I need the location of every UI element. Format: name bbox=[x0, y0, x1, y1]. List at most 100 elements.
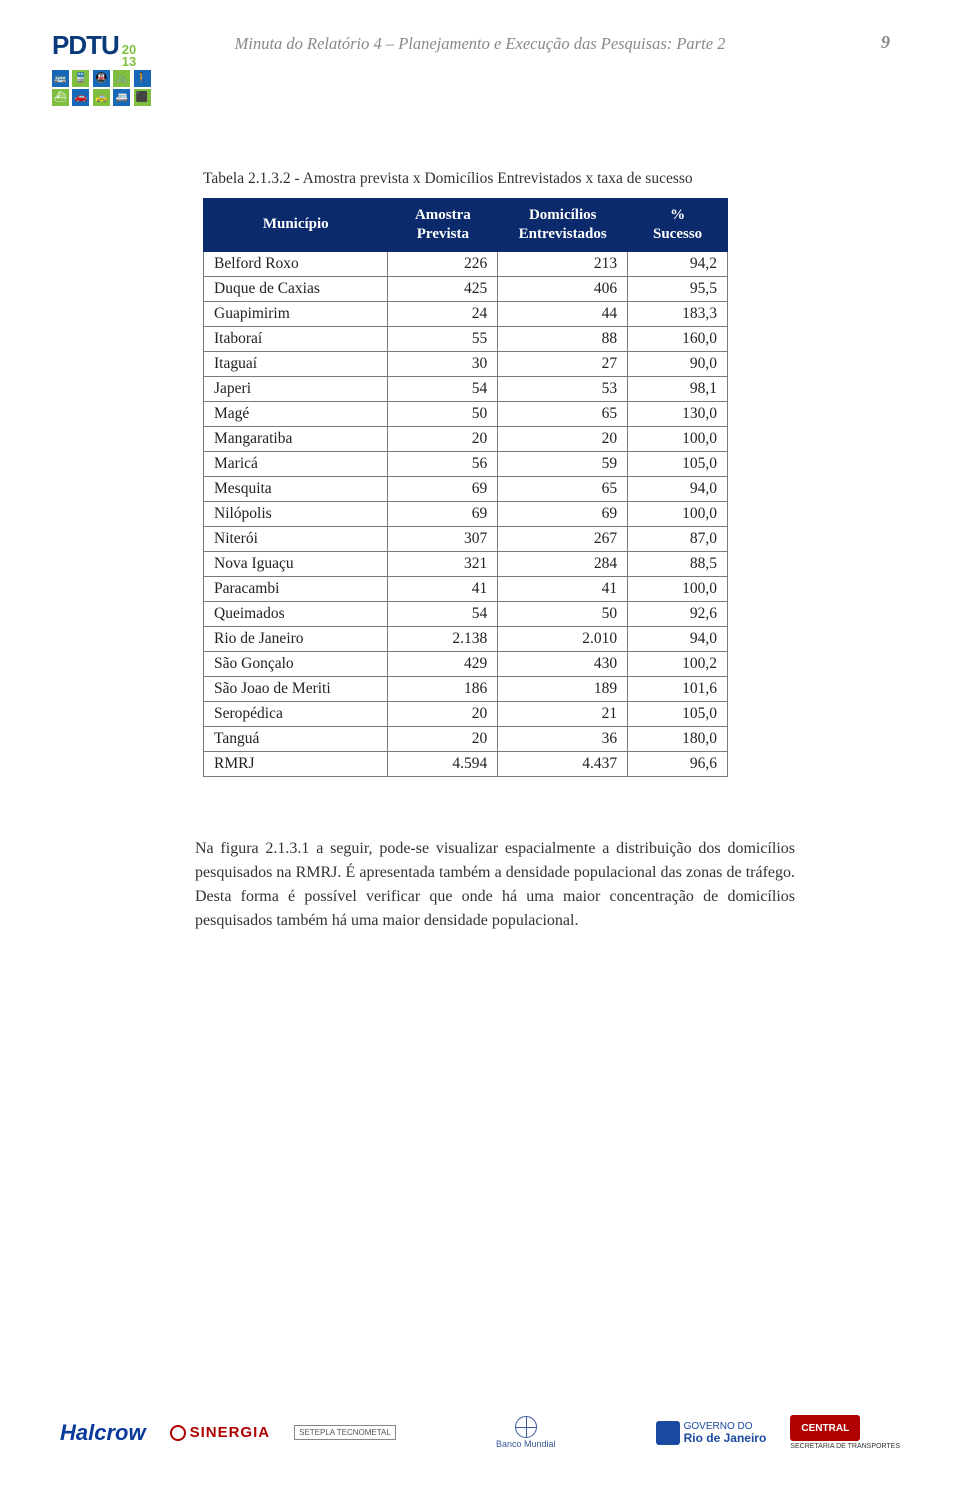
table-cell: 2.138 bbox=[388, 626, 498, 651]
table-cell: 160,0 bbox=[628, 326, 728, 351]
table-cell: 267 bbox=[498, 526, 628, 551]
table-cell: 20 bbox=[388, 701, 498, 726]
footer-wb-label: Banco Mundial bbox=[496, 1439, 556, 1449]
table-cell: 65 bbox=[498, 476, 628, 501]
table-cell: Mangaratiba bbox=[204, 426, 388, 451]
table-row: São Joao de Meriti186189101,6 bbox=[204, 676, 728, 701]
table-row: Maricá5659105,0 bbox=[204, 451, 728, 476]
table-cell: 180,0 bbox=[628, 726, 728, 751]
table-row: Japeri545398,1 bbox=[204, 376, 728, 401]
table-cell: 20 bbox=[388, 726, 498, 751]
table-cell: Maricá bbox=[204, 451, 388, 476]
table-cell: 88,5 bbox=[628, 551, 728, 576]
table-cell: 94,2 bbox=[628, 251, 728, 276]
table-row: Guapimirim2444183,3 bbox=[204, 301, 728, 326]
table-cell: 41 bbox=[498, 576, 628, 601]
table-cell: 24 bbox=[388, 301, 498, 326]
table-cell: Guapimirim bbox=[204, 301, 388, 326]
table-row: Nova Iguaçu32128488,5 bbox=[204, 551, 728, 576]
footer-rio: GOVERNO DO Rio de Janeiro bbox=[656, 1421, 767, 1445]
table-cell: 226 bbox=[388, 251, 498, 276]
table-row: Rio de Janeiro2.1382.01094,0 bbox=[204, 626, 728, 651]
running-header: Minuta do Relatório 4 – Planejamento e E… bbox=[0, 32, 960, 54]
table-cell: 95,5 bbox=[628, 276, 728, 301]
table-cell: 65 bbox=[498, 401, 628, 426]
footer-halcrow: Halcrow bbox=[60, 1420, 146, 1446]
table-caption: Tabela 2.1.3.2 - Amostra prevista x Domi… bbox=[195, 170, 805, 188]
table-cell: Paracambi bbox=[204, 576, 388, 601]
table-row: Magé5065130,0 bbox=[204, 401, 728, 426]
table-cell: 21 bbox=[498, 701, 628, 726]
table-cell: 2.010 bbox=[498, 626, 628, 651]
table-cell: 105,0 bbox=[628, 451, 728, 476]
table-cell: 59 bbox=[498, 451, 628, 476]
footer-rio-small: GOVERNO DO bbox=[684, 1421, 753, 1432]
table-cell: 186 bbox=[388, 676, 498, 701]
sinergia-icon bbox=[170, 1425, 186, 1441]
table-row: Duque de Caxias42540695,5 bbox=[204, 276, 728, 301]
table-cell: 307 bbox=[388, 526, 498, 551]
col-domicilios: Domicílios Entrevistados bbox=[498, 199, 628, 252]
rio-shield-icon bbox=[656, 1421, 680, 1445]
table-cell: 30 bbox=[388, 351, 498, 376]
table-cell: 53 bbox=[498, 376, 628, 401]
table-cell: Niterói bbox=[204, 526, 388, 551]
table-cell: 101,6 bbox=[628, 676, 728, 701]
table-row: Itaboraí5588160,0 bbox=[204, 326, 728, 351]
table-cell: 87,0 bbox=[628, 526, 728, 551]
table-row: RMRJ4.5944.43796,6 bbox=[204, 751, 728, 776]
table-cell: 69 bbox=[388, 501, 498, 526]
table-cell: 189 bbox=[498, 676, 628, 701]
table-cell: Mesquita bbox=[204, 476, 388, 501]
table-cell: 54 bbox=[388, 376, 498, 401]
table-cell: Magé bbox=[204, 401, 388, 426]
table-cell: Rio de Janeiro bbox=[204, 626, 388, 651]
table-cell: 54 bbox=[388, 601, 498, 626]
table-cell: Nilópolis bbox=[204, 501, 388, 526]
table-cell: 100,0 bbox=[628, 576, 728, 601]
table-row: Paracambi4141100,0 bbox=[204, 576, 728, 601]
table-cell: 90,0 bbox=[628, 351, 728, 376]
table-cell: 92,6 bbox=[628, 601, 728, 626]
table-row: Seropédica2021105,0 bbox=[204, 701, 728, 726]
footer-central: CENTRAL bbox=[790, 1415, 860, 1441]
table-cell: 4.594 bbox=[388, 751, 498, 776]
table-cell: 429 bbox=[388, 651, 498, 676]
table-cell: 430 bbox=[498, 651, 628, 676]
logo-icon-grid: 🚌🚆🚇🚲🚶 ⛴🚗🚕🚐⬛ bbox=[52, 70, 152, 106]
table-cell: Queimados bbox=[204, 601, 388, 626]
table-cell: Belford Roxo bbox=[204, 251, 388, 276]
table-cell: 44 bbox=[498, 301, 628, 326]
table-cell: 69 bbox=[388, 476, 498, 501]
table-cell: Japeri bbox=[204, 376, 388, 401]
page: PDTU 20 13 🚌🚆🚇🚲🚶 ⛴🚗🚕🚐⬛ Minuta do Relatór… bbox=[0, 0, 960, 1490]
table-cell: 56 bbox=[388, 451, 498, 476]
table-cell: 96,6 bbox=[628, 751, 728, 776]
table-cell: 50 bbox=[388, 401, 498, 426]
footer-secretaria: SECRETARIA DE TRANSPORTES bbox=[790, 1443, 900, 1450]
table-cell: 213 bbox=[498, 251, 628, 276]
footer-rio-big: Rio de Janeiro bbox=[684, 1432, 767, 1444]
col-amostra: Amostra Prevista bbox=[388, 199, 498, 252]
table-cell: 88 bbox=[498, 326, 628, 351]
table-cell: 321 bbox=[388, 551, 498, 576]
table-row: Nilópolis6969100,0 bbox=[204, 501, 728, 526]
table-cell: 425 bbox=[388, 276, 498, 301]
table-cell: 94,0 bbox=[628, 476, 728, 501]
table-row: Mangaratiba2020100,0 bbox=[204, 426, 728, 451]
table-cell: 100,0 bbox=[628, 501, 728, 526]
main-content: Tabela 2.1.3.2 - Amostra prevista x Domi… bbox=[195, 170, 805, 933]
table-cell: 55 bbox=[388, 326, 498, 351]
table-cell: 284 bbox=[498, 551, 628, 576]
footer-world-bank: Banco Mundial bbox=[496, 1416, 556, 1450]
table-cell: São Joao de Meriti bbox=[204, 676, 388, 701]
footer: Halcrow SINERGIA SETEPLA TECNOMETAL Banc… bbox=[60, 1415, 900, 1450]
table-cell: 50 bbox=[498, 601, 628, 626]
table-cell: 20 bbox=[388, 426, 498, 451]
table-cell: 100,0 bbox=[628, 426, 728, 451]
table-cell: 20 bbox=[498, 426, 628, 451]
table-cell: 4.437 bbox=[498, 751, 628, 776]
table-body: Belford Roxo22621394,2Duque de Caxias425… bbox=[204, 251, 728, 776]
table-cell: Itaboraí bbox=[204, 326, 388, 351]
table-cell: 98,1 bbox=[628, 376, 728, 401]
